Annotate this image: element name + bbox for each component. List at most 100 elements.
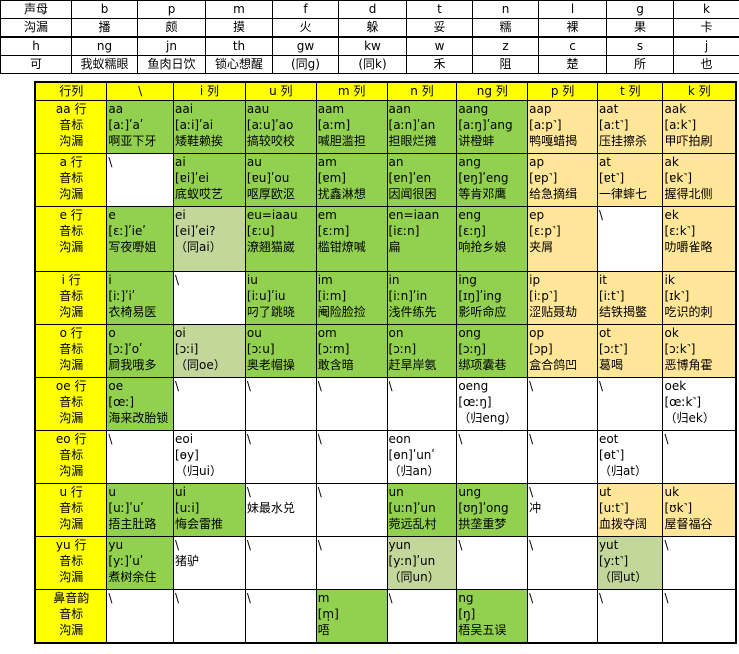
- initials-cell: gw: [272, 36, 339, 56]
- final-cell: eot [ɵt˺] （归at）: [596, 430, 664, 484]
- final-cell: aat [aːt˺] 压挂擦杀: [596, 100, 664, 154]
- final-ipa: [ɔːt˺]: [598, 342, 628, 356]
- final-examples: [247, 463, 315, 479]
- final-cell: \: [244, 589, 317, 644]
- row-header-line: aa 行: [55, 102, 87, 116]
- final-examples: [318, 410, 386, 426]
- final-cell: ung [ʊŋ]ʹong 拱垄重梦: [456, 483, 529, 537]
- final-ipa: [458, 447, 526, 463]
- final-cell: \ 妹最水兑: [244, 483, 317, 537]
- final-spelling: au: [246, 155, 262, 169]
- final-spelling: em: [317, 208, 337, 222]
- final-ipa: [108, 170, 172, 186]
- final-ipa: [ɔːi]: [175, 342, 199, 356]
- row-header: aa 行音标 沟漏: [34, 100, 108, 154]
- initials-cell: jn: [137, 36, 206, 56]
- initials-row: 沟漏播颇摸火躲妥糯裸果卡: [0, 18, 739, 38]
- final-spelling: it: [598, 273, 607, 287]
- final-ipa: [iɛːn]: [388, 224, 420, 238]
- final-cell: \: [315, 430, 388, 484]
- final-examples: [389, 255, 456, 271]
- final-examples: 潦翘猫崴: [246, 240, 295, 254]
- row-header-line: i 行: [61, 273, 81, 287]
- row-header: u 行音标 沟漏: [34, 483, 108, 537]
- final-spelling: ik: [664, 273, 675, 287]
- final-cell: i [iː]ʹiʹ 衣椅易医: [106, 271, 174, 325]
- final-spelling: ut: [598, 485, 612, 499]
- final-cell: yun [yːn]ʹun （同un）: [386, 536, 458, 590]
- final-examples: 鸭嘎蜡揭: [529, 134, 578, 148]
- final-examples: [599, 622, 662, 638]
- final-examples: 葛喝: [598, 358, 623, 372]
- final-spelling: aan: [388, 102, 411, 116]
- final-ipa: [ɐk˺]: [664, 171, 692, 185]
- final-spelling: eng: [458, 208, 481, 222]
- row-header-line: 沟漏: [59, 517, 84, 531]
- final-ipa: [664, 447, 735, 463]
- final-ipa: [458, 553, 526, 569]
- final-examples: 衣椅易医: [108, 305, 157, 319]
- final-examples: [529, 622, 596, 638]
- final-spelling: \: [246, 432, 251, 446]
- final-ipa: [aːŋ]ʹang: [458, 118, 513, 132]
- final-examples: [108, 463, 172, 479]
- final-ipa: [iː]ʹiʹ: [108, 289, 136, 303]
- final-ipa: [389, 606, 456, 622]
- final-spelling: \: [108, 591, 113, 605]
- row-header: yu 行音标 沟漏: [34, 536, 108, 590]
- final-examples: 矮鞋赖挨: [175, 134, 224, 148]
- final-ipa: [318, 394, 386, 410]
- final-spelling: ap: [529, 155, 545, 169]
- final-cell: ek [ɛːk˺] 叻嚼雀略: [662, 206, 737, 272]
- initials-cell: n: [472, 0, 539, 19]
- row-header-line: 音标: [59, 118, 84, 132]
- final-ipa: [œːŋ]: [458, 395, 492, 409]
- final-spelling: im: [317, 273, 333, 287]
- initials-cell: 糯: [472, 18, 539, 38]
- initials-cell: w: [406, 36, 473, 56]
- final-examples: [529, 410, 596, 426]
- final-examples: [247, 516, 315, 532]
- final-spelling: ng: [458, 591, 474, 605]
- final-spelling: \: [458, 538, 463, 552]
- final-examples: [529, 463, 596, 479]
- initials-cell: c: [538, 36, 607, 56]
- final-cell: ei [ei]ʹei? （同ai）: [173, 206, 246, 272]
- final-examples: 响抢乡娘: [458, 240, 507, 254]
- final-examples: 扰鑫淋想: [317, 187, 366, 201]
- final-ipa: [ɐŋ]ʹeng: [458, 171, 509, 185]
- final-cell: ong [ɔːŋ] 绑项囊巷: [456, 324, 529, 378]
- final-ipa: [uːn]ʹun: [388, 501, 436, 515]
- final-spelling: at: [598, 155, 611, 169]
- final-spelling: o: [108, 326, 116, 340]
- finals-row: aa 行音标 沟漏 aa [aː]ʹaʹ 啊亚下牙 aai [aːi]ʹai 矮鞋赖挨 aau[…: [34, 100, 737, 154]
- final-examples: [599, 239, 662, 255]
- final-examples: （归an）: [388, 464, 440, 478]
- final-spelling: eoi: [175, 432, 194, 446]
- row-header-line: 音标: [59, 171, 84, 185]
- row-header: oe 行音标 沟漏: [34, 377, 108, 431]
- final-ipa: [aːm]: [317, 118, 351, 132]
- final-cell: im [iːm] 阉险脸捡: [315, 271, 388, 325]
- final-cell: au [ɐu]ʹou 呕厚欧沤: [244, 153, 317, 207]
- final-ipa: [yː]ʹuʹ: [108, 554, 144, 568]
- finals-row: e 行音标 沟漏 e [ɛː]ʹieʹ 写夜嘢姐 ei [ei]ʹei? （同ai） eu=ia…: [34, 206, 737, 272]
- final-ipa: [ɐp˺]: [529, 171, 558, 185]
- row-header: e 行音标 沟漏: [34, 206, 108, 272]
- final-cell: ep [ɛːp˺] 夹屑: [527, 206, 598, 272]
- initials-cell: 禾: [406, 55, 473, 74]
- finals-row: yu 行音标 沟漏 yu [yː]ʹuʹ 煮树余住 \ 猪驴 \ \ yun [yːn]ʹun （同u…: [34, 536, 737, 590]
- final-spelling: \: [598, 591, 603, 605]
- final-examples: 屋督福谷: [664, 517, 713, 531]
- final-spelling: eon: [388, 432, 411, 446]
- final-ipa: [uː]ʹuʹ: [108, 501, 144, 515]
- final-spelling: ot: [598, 326, 611, 340]
- final-spelling: yun: [388, 538, 411, 552]
- final-examples: （同ai）: [175, 240, 222, 254]
- final-spelling: ek: [664, 208, 679, 222]
- final-spelling: eu=iaau: [246, 208, 298, 222]
- final-ipa: [175, 606, 244, 622]
- column-header: i 列: [173, 81, 246, 101]
- final-spelling: \: [529, 432, 534, 446]
